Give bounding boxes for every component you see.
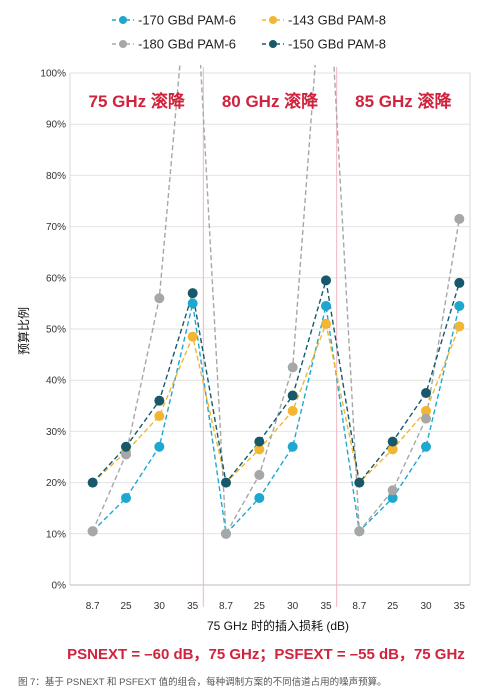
data-point — [154, 411, 165, 422]
x-tick-label: 30 — [154, 601, 166, 612]
data-point — [187, 288, 198, 299]
panel-dividers — [202, 67, 338, 607]
legend-item: -170 GBd PAM-6 — [112, 13, 236, 28]
legend-marker — [119, 40, 127, 48]
footer-note: PSNEXT = –60 dB，75 GHz；PSFEXT = –55 dB，7… — [67, 646, 465, 663]
data-point — [454, 213, 465, 224]
y-tick-label: 90% — [46, 120, 66, 131]
data-point — [254, 444, 265, 455]
data-point — [454, 277, 465, 288]
panel-title: 85 GHz 滚降 — [355, 91, 452, 111]
data-point — [154, 293, 165, 304]
y-tick-label: 20% — [46, 478, 66, 489]
y-tick-label: 10% — [46, 529, 66, 540]
panel-title: 80 GHz 滚降 — [222, 91, 319, 111]
x-tick-label: 35 — [320, 601, 332, 612]
data-point — [221, 528, 231, 539]
y-tick-label: 60% — [46, 273, 66, 284]
grid — [69, 72, 471, 586]
y-tick-label: 80% — [46, 171, 66, 182]
data-point — [154, 441, 165, 452]
x-tick-label: 35 — [454, 601, 466, 612]
legend: -170 GBd PAM-6 -143 GBd PAM-8 -180 GBd PAM… — [112, 13, 386, 52]
data-point — [87, 477, 98, 488]
data-point — [354, 526, 365, 537]
data-point — [387, 492, 398, 503]
data-point — [287, 405, 298, 416]
y-tick-label: 50% — [46, 325, 66, 336]
legend-marker — [269, 16, 277, 24]
data-point — [187, 298, 198, 309]
series-line — [92, 321, 460, 485]
data-point — [454, 321, 465, 332]
data-point — [121, 441, 131, 452]
y-tick-label: 30% — [46, 427, 66, 438]
panel-titles: 75 GHz 滚降 80 GHz 滚降 85 GHz 滚降 — [88, 91, 452, 111]
data-point — [287, 390, 298, 401]
data-point — [387, 485, 398, 496]
data-point — [121, 449, 131, 460]
data-point — [387, 436, 398, 447]
y-tick-label: 40% — [46, 376, 66, 387]
data-point — [254, 469, 265, 480]
legend-marker — [119, 16, 127, 24]
x-tick-label: 8.7 — [86, 601, 100, 612]
x-tick-label: 25 — [254, 601, 266, 612]
data-point — [421, 388, 431, 398]
legend-item: -143 GBd PAM-8 — [262, 13, 386, 28]
data-point — [254, 436, 265, 447]
data-point — [154, 395, 165, 406]
series-group — [92, 65, 460, 537]
x-tick-label: 30 — [287, 601, 299, 612]
data-point — [254, 492, 265, 503]
series-line — [92, 303, 460, 536]
plot-area — [87, 65, 465, 539]
data-point — [287, 362, 298, 373]
legend-item: -150 GBd PAM-8 — [262, 37, 386, 52]
data-point — [87, 526, 98, 537]
data-point — [187, 331, 198, 342]
data-point — [421, 413, 431, 424]
legend-label: -150 GBd PAM-8 — [288, 37, 386, 52]
x-tick-label: 35 — [187, 601, 199, 612]
series-line — [92, 65, 460, 537]
data-point — [454, 300, 465, 311]
series-line — [92, 280, 460, 485]
legend-label: -143 GBd PAM-8 — [288, 13, 386, 28]
legend-item: -180 GBd PAM-6 — [112, 37, 236, 52]
x-tick-label: 30 — [420, 601, 432, 612]
data-point — [221, 477, 231, 488]
figure-caption: 图 7：基于 PSNEXT 和 PSFEXT 值的组合，每种调制方案的不同信道占… — [18, 676, 387, 688]
data-point — [421, 405, 431, 416]
y-tick-label: 0% — [52, 581, 67, 592]
x-tick-label: 25 — [120, 601, 132, 612]
data-point — [354, 477, 365, 488]
y-tick-label: 100% — [40, 69, 66, 80]
data-point — [321, 318, 331, 329]
y-axis-ticks: 0% 10% 20% 30% 40% 50% 60% 70% 80% 90% 100% — [40, 69, 66, 592]
data-point — [321, 300, 331, 311]
x-tick-label: 8.7 — [219, 601, 233, 612]
x-tick-label: 25 — [387, 601, 399, 612]
x-tick-label: 8.7 — [352, 601, 366, 612]
legend-marker — [269, 40, 277, 48]
y-tick-label: 70% — [46, 222, 66, 233]
legend-label: -170 GBd PAM-6 — [138, 13, 236, 28]
data-point — [387, 444, 398, 455]
legend-label: -180 GBd PAM-6 — [138, 37, 236, 52]
data-point — [321, 275, 331, 286]
data-point — [121, 492, 131, 503]
data-point — [287, 441, 298, 452]
x-axis-title: 75 GHz 时的插入损耗 (dB) — [207, 618, 349, 633]
data-point — [421, 441, 431, 452]
panel-title: 75 GHz 滚降 — [88, 91, 185, 111]
y-axis-title: 预算比例 — [16, 307, 31, 355]
x-axis-ticks: 8.7 25 30 35 8.7 25 30 35 8.7 25 30 35 — [86, 601, 466, 612]
